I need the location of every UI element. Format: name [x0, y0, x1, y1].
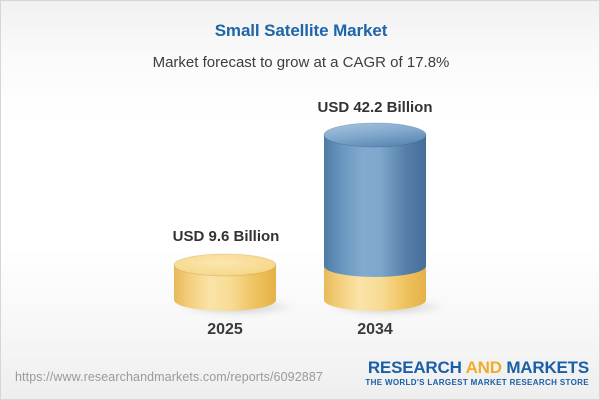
report-url: https://www.researchandmarkets.com/repor… [15, 370, 323, 384]
axis-label-2034: 2034 [357, 321, 393, 338]
page-title: Small Satellite Market [214, 21, 388, 40]
logo-word-research: RESEARCH [367, 358, 462, 377]
logo-word-and: AND [465, 358, 502, 377]
cylinder-2025 [173, 253, 277, 311]
value-label-2034: USD 42.2 Billion [317, 99, 433, 116]
logo-tagline: THE WORLD'S LARGEST MARKET RESEARCH STOR… [365, 377, 589, 387]
value-label-2025: USD 9.6 Billion [172, 228, 280, 245]
cylinder-2034-blue [323, 122, 427, 277]
research-and-markets-logo: RESEARCH AND MARKETS THE WORLD'S LARGEST… [365, 359, 589, 387]
page-subtitle: Market forecast to grow at a CAGR of 17.… [152, 54, 450, 71]
axis-label-2025: 2025 [207, 321, 243, 338]
logo-wordmark: RESEARCH AND MARKETS [365, 359, 589, 377]
logo-word-markets: MARKETS [506, 358, 589, 377]
